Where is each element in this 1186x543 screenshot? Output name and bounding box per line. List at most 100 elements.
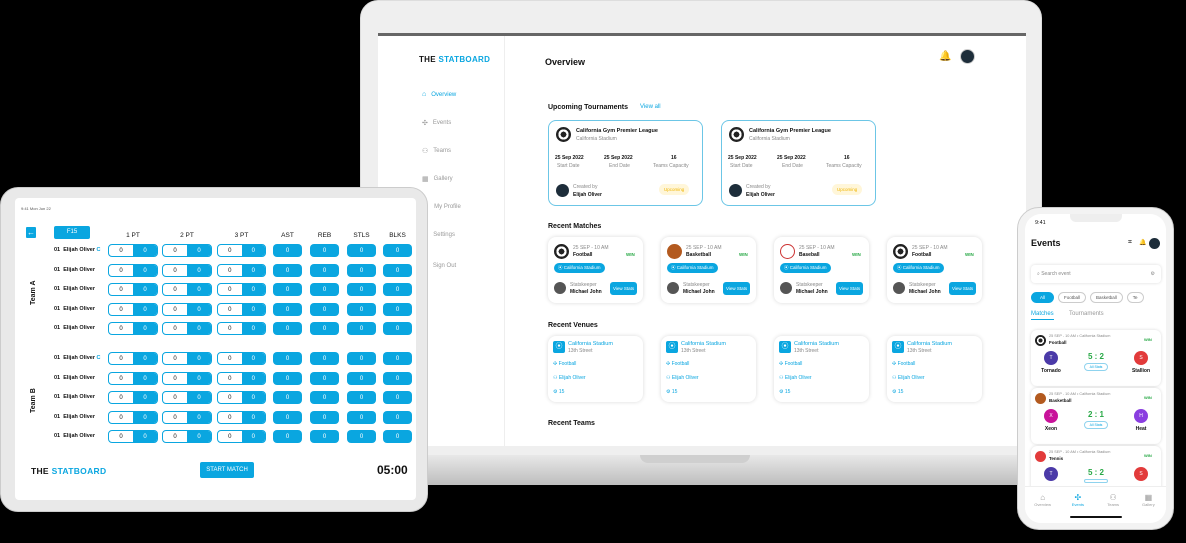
start-match-button[interactable]: START MATCH [200, 462, 254, 478]
bell-icon[interactable]: 🔔 [939, 51, 952, 62]
venue-card[interactable]: ⦿ California Stadium 13th Street ✣ Footb… [774, 336, 869, 402]
period-button[interactable]: F15 [54, 226, 90, 239]
stat-button[interactable]: 0 [347, 322, 376, 335]
stat-button[interactable]: 0 [310, 352, 339, 365]
stat-button[interactable]: 0 [383, 430, 412, 443]
stat-button[interactable]: 0 [273, 352, 302, 365]
stat-button[interactable]: 0 [310, 372, 339, 385]
filter-chip[interactable]: All [1031, 292, 1055, 303]
search-input[interactable]: ⌕ Search event ⚙ [1031, 265, 1161, 283]
filter-chip[interactable]: Basketball [1090, 292, 1123, 303]
event-card[interactable]: 25 SEP - 10 AM • California Stadium Foot… [1031, 330, 1161, 386]
stat-button[interactable]: 0 [347, 372, 376, 385]
avatar[interactable] [1149, 238, 1160, 249]
stat-button[interactable]: 0 [383, 264, 412, 277]
match-card[interactable]: 25 SEP - 10 AM Basketball WIN ⦿ Californ… [661, 237, 756, 303]
sidebar-item-teams[interactable]: ⚇ Teams [422, 148, 451, 155]
tournament-card[interactable]: California Gym Premier League California… [548, 120, 703, 206]
match-card[interactable]: 25 SEP - 10 AM Football WIN ⦿ California… [887, 237, 982, 303]
venue-card[interactable]: ⦿ California Stadium 13th Street ✣ Footb… [548, 336, 643, 402]
stat-button[interactable]: 0 [310, 283, 339, 296]
bottom-nav-overview[interactable]: ⌂ Overview [1029, 493, 1057, 523]
stats-badge[interactable]: All Stats [1084, 421, 1108, 429]
stat-button[interactable]: 0 [383, 411, 412, 424]
bottom-nav-gallery[interactable]: ▦ Gallery [1134, 493, 1162, 523]
event-card[interactable]: 25 SEP - 10 AM • California Stadium Bask… [1031, 388, 1161, 444]
match-card[interactable]: 25 SEP - 10 AM Football WIN ⦿ California… [548, 237, 643, 303]
tournament-card[interactable]: California Gym Premier League California… [721, 120, 876, 206]
stat-button[interactable]: 0 [347, 303, 376, 316]
venue-card[interactable]: ⦿ California Stadium 13th Street ✣ Footb… [661, 336, 756, 402]
stat-button[interactable]: 0 [310, 411, 339, 424]
stat-button[interactable]: 0 [347, 264, 376, 277]
view-stats-button[interactable]: View Stats [610, 282, 638, 295]
stat-button[interactable]: 0 [310, 391, 339, 404]
scan-icon[interactable]: ⌗ [1128, 239, 1132, 246]
bottom-nav-events[interactable]: ✣ Events [1064, 493, 1092, 523]
tab-tournaments[interactable]: Tournaments [1069, 311, 1104, 317]
stat-button[interactable]: 0 [347, 283, 376, 296]
back-button[interactable]: ← [26, 227, 36, 238]
avatar[interactable] [960, 49, 975, 64]
stat-button[interactable]: 0 [383, 303, 412, 316]
sidebar-item-events[interactable]: ✣ Events [422, 120, 452, 127]
stat-button[interactable]: 0 [273, 391, 302, 404]
filter-chip[interactable]: Te [1126, 292, 1144, 303]
sidebar-item-gallery[interactable]: ▦ Gallery [422, 176, 453, 183]
stat-button[interactable]: 0 [310, 264, 339, 277]
stat-button[interactable]: 0 [273, 283, 302, 296]
stat-button[interactable]: 0 [273, 430, 302, 443]
stat-button[interactable]: 0 [310, 430, 339, 443]
bottom-nav-teams[interactable]: ⚇ Teams [1099, 493, 1127, 523]
stat-button[interactable]: 0 [383, 244, 412, 257]
stat-button[interactable]: 0 [273, 411, 302, 424]
stat-button[interactable]: 0 [273, 264, 302, 277]
stats-badge[interactable] [1084, 479, 1108, 483]
filter-chip[interactable]: Football [1058, 292, 1087, 303]
match-card[interactable]: 25 SEP - 10 AM Baseball WIN ⦿ California… [774, 237, 869, 303]
view-stats-button[interactable]: View Stats [949, 282, 977, 295]
stat-button[interactable]: 0 [383, 372, 412, 385]
stat-button[interactable]: 0 [347, 391, 376, 404]
stat-button[interactable]: 0 [383, 283, 412, 296]
stats-badge[interactable]: All Stats [1084, 363, 1108, 371]
stat-button[interactable]: 0 [383, 352, 412, 365]
sidebar-item-overview[interactable]: ⌂ Overview [422, 91, 457, 98]
view-stats-button[interactable]: View Stats [836, 282, 864, 295]
view-stats-button[interactable]: View Stats [723, 282, 751, 295]
tab-matches[interactable]: Matches [1031, 311, 1054, 320]
stat-button[interactable]: 0 [310, 244, 339, 257]
stat-button[interactable]: 0 [273, 303, 302, 316]
venue-card[interactable]: ⦿ California Stadium 13th Street ✣ Footb… [887, 336, 982, 402]
stat-button[interactable]: 0 [383, 391, 412, 404]
stat-button[interactable]: 0 [273, 372, 302, 385]
view-all-link[interactable]: View all [640, 104, 661, 110]
